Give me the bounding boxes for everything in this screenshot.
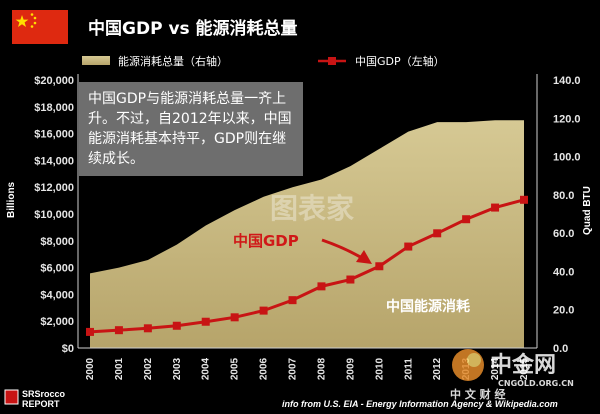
y-right-tick-label: 20.0 bbox=[553, 305, 574, 317]
zjw-watermark: 中金网 CNGOLD.ORG.CN 中 文 财 经 bbox=[450, 349, 574, 401]
y-left-tick-label: $2,000 bbox=[40, 316, 74, 328]
gdp-point-2012 bbox=[433, 229, 442, 238]
watermark-center: 图表家 bbox=[270, 192, 354, 225]
y-right-axis-title: Quad BTU bbox=[582, 186, 593, 235]
watermark-zjw-tagline: 中 文 财 经 bbox=[450, 387, 506, 401]
y-left-tick-label: $0 bbox=[62, 343, 74, 355]
gdp-point-2011 bbox=[404, 242, 413, 251]
watermark-zjw-name: 中金网 bbox=[490, 352, 556, 378]
gdp-point-2010 bbox=[375, 262, 384, 271]
logo-line-1: SRSrocco bbox=[22, 389, 66, 399]
y-left-tick-label: $20,000 bbox=[34, 75, 74, 87]
x-tick-label: 2004 bbox=[201, 357, 212, 380]
gdp-point-2009 bbox=[346, 275, 355, 284]
annotation-text: 中国GDP与能源消耗总量一齐上升。不过，自2012年以来，中国能源消耗基本持平，… bbox=[88, 91, 292, 167]
y-left-tick-label: $18,000 bbox=[34, 102, 74, 114]
watermark-tubiaojia: 图表家 bbox=[270, 192, 354, 225]
x-tick-label: 2015 bbox=[519, 357, 530, 380]
x-tick-label: 2014 bbox=[490, 357, 501, 380]
x-tick-label: 2000 bbox=[85, 357, 96, 380]
gdp-point-2015 bbox=[520, 195, 528, 204]
y-left-axis-title: Billions bbox=[6, 181, 17, 218]
x-tick-label: 2010 bbox=[374, 357, 385, 380]
annotation-box: 中国GDP与能源消耗总量一齐上升。不过，自2012年以来，中国能源消耗基本持平，… bbox=[79, 82, 303, 176]
y-left-tick-label: $10,000 bbox=[34, 209, 74, 221]
y-right-tick-label: 0.0 bbox=[553, 343, 568, 355]
energy-area bbox=[90, 120, 524, 348]
legend: 能源消耗总量（右轴） 中国GDP（左轴） bbox=[82, 54, 445, 68]
x-tick-label: 2001 bbox=[114, 357, 125, 380]
chart-title: 中国GDP vs 能源消耗总量 bbox=[88, 18, 298, 39]
legend-marker-gdp bbox=[328, 57, 336, 65]
x-tick-label: 2008 bbox=[316, 357, 327, 380]
x-tick-label: 2002 bbox=[143, 357, 154, 380]
gdp-point-2013 bbox=[462, 215, 471, 224]
y-right-tick-label: 80.0 bbox=[553, 190, 574, 202]
legend-label-gdp: 中国GDP（左轴） bbox=[355, 54, 445, 68]
gdp-point-2007 bbox=[288, 296, 297, 305]
y-left-tick-label: $8,000 bbox=[40, 236, 74, 248]
x-tick-label: 2006 bbox=[259, 357, 270, 380]
gdp-point-2002 bbox=[143, 324, 152, 333]
x-tick-label: 2011 bbox=[403, 358, 414, 380]
watermark-zjw-url: CNGOLD.ORG.CN bbox=[498, 379, 574, 388]
gdp-point-2004 bbox=[201, 317, 210, 326]
china-flag-icon bbox=[12, 10, 68, 44]
gdp-point-2014 bbox=[491, 203, 500, 212]
gdp-annotation-arrow bbox=[321, 238, 363, 260]
x-tick-label: 2012 bbox=[432, 357, 443, 380]
gdp-point-2006 bbox=[259, 306, 268, 315]
y-left-tick-label: $6,000 bbox=[40, 263, 74, 275]
y-left-tick-label: $4,000 bbox=[40, 289, 74, 301]
y-left-tick-label: $12,000 bbox=[34, 182, 74, 194]
gdp-point-2005 bbox=[230, 313, 239, 322]
plot-area bbox=[86, 120, 528, 348]
y-left-tick-label: $16,000 bbox=[34, 129, 74, 141]
gdp-line bbox=[89, 198, 525, 334]
y-left-tick-label: $14,000 bbox=[34, 155, 74, 167]
axes: $0 $2,000 $4,000 $6,000 $8,000 $10,000 $12,000… bbox=[34, 74, 581, 380]
gdp-point-2001 bbox=[114, 326, 123, 335]
logo-line-2: REPORT bbox=[22, 399, 60, 409]
x-tick-label: 2003 bbox=[172, 357, 183, 380]
y-right-tick-label: 120.0 bbox=[553, 113, 581, 125]
y-right-tick-label: 140.0 bbox=[553, 75, 581, 87]
energy-annotation-label: 中国能源消耗 bbox=[386, 298, 470, 315]
gdp-point-2008 bbox=[317, 282, 326, 291]
gdp-annotation-arrowhead bbox=[356, 250, 372, 264]
legend-label-energy: 能源消耗总量（右轴） bbox=[118, 54, 228, 68]
source-note: info from U.S. EIA - Energy Information … bbox=[282, 399, 558, 409]
y-right-tick-label: 100.0 bbox=[553, 152, 581, 164]
legend-swatch-energy bbox=[82, 56, 110, 65]
x-tick-label: 2009 bbox=[345, 357, 356, 380]
x-tick-label: 2007 bbox=[288, 357, 299, 380]
gdp-point-2000 bbox=[86, 327, 94, 336]
y-right-tick-label: 40.0 bbox=[553, 266, 574, 278]
srsrocco-logo: SRSrocco REPORT bbox=[4, 389, 66, 409]
y-right-tick-label: 60.0 bbox=[553, 228, 574, 240]
x-tick-label: 2005 bbox=[230, 357, 241, 380]
gdp-annotation-label: 中国GDP bbox=[233, 232, 299, 250]
gdp-point-2003 bbox=[172, 321, 181, 330]
